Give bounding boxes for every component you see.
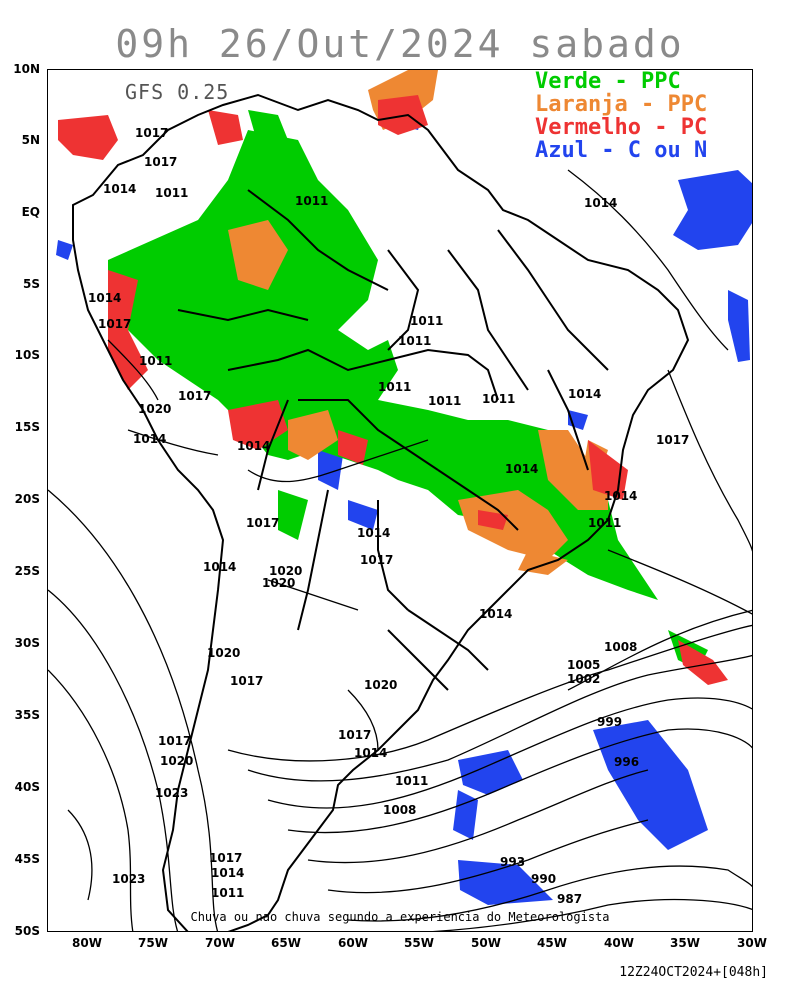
lat-label: 25S <box>14 564 40 578</box>
lon-label: 70W <box>205 936 235 950</box>
isobar-label: 1017 <box>178 389 212 403</box>
isobar-label: 1014 <box>604 489 638 503</box>
lon-label: 55W <box>404 936 434 950</box>
isobar-label: 1017 <box>135 126 169 140</box>
isobar-label: 1020 <box>160 754 194 768</box>
lon-label: 30W <box>737 936 767 950</box>
lat-label: 10S <box>14 348 40 362</box>
isobar-label: 1011 <box>395 774 429 788</box>
lon-label: 35W <box>670 936 700 950</box>
isobar-label: 1011 <box>398 334 432 348</box>
footer-note: Chuva ou nao chuva segundo a experiencia… <box>190 910 610 924</box>
lat-label: 30S <box>14 636 40 650</box>
isobar-label: 1014 <box>237 439 271 453</box>
isobar-label: 1014 <box>211 866 245 880</box>
lon-label: 45W <box>537 936 567 950</box>
isobar-label: 1014 <box>103 182 137 196</box>
orange-areas <box>228 70 608 575</box>
isobar-label: 1011 <box>155 186 189 200</box>
isobar-label: 1017 <box>338 728 372 742</box>
isobars <box>48 169 752 931</box>
legend-green: Verde - PPC <box>535 69 681 94</box>
isobar-label: 1017 <box>158 734 192 748</box>
isobar-label: 1017 <box>144 155 178 169</box>
isobar-label: 1011 <box>139 354 173 368</box>
lon-label: 40W <box>604 936 634 950</box>
isobar-label: 1017 <box>209 851 243 865</box>
isobar-label: 1014 <box>354 746 388 760</box>
legend-blue: Azul - C ou N <box>535 138 708 163</box>
isobar-label: 996 <box>614 755 640 769</box>
lon-label: 50W <box>471 936 501 950</box>
isobar-label: 999 <box>597 715 623 729</box>
lon-label: 60W <box>338 936 368 950</box>
isobar-label: 1023 <box>112 872 146 886</box>
lat-label: 5N <box>21 133 40 147</box>
map-canvas <box>48 70 752 931</box>
lon-label: 80W <box>72 936 102 950</box>
isobar-label: 1014 <box>584 196 618 210</box>
legend-orange: Laranja - PPC <box>535 92 708 117</box>
run-stamp: 12Z24OCT2024+[048h] <box>619 965 768 980</box>
isobar-label: 1011 <box>211 886 245 900</box>
isobar-label: 1020 <box>207 646 241 660</box>
isobar-label: 1014 <box>568 387 602 401</box>
isobar-label: 1014 <box>479 607 513 621</box>
isobar-label: 1023 <box>155 786 189 800</box>
lon-label: 65W <box>271 936 301 950</box>
lat-label: EQ <box>21 205 40 219</box>
lat-label: 40S <box>14 780 40 794</box>
isobar-label: 1017 <box>230 674 264 688</box>
lat-label: 20S <box>14 492 40 506</box>
lat-label: 10N <box>13 62 40 76</box>
isobar-label: 1017 <box>360 553 394 567</box>
isobar-label: 1002 <box>567 672 601 686</box>
isobar-label: 1020 <box>262 576 296 590</box>
isobar-label: 1008 <box>383 803 417 817</box>
isobar-label: 1017 <box>656 433 690 447</box>
isobar-label: 1011 <box>588 516 622 530</box>
isobar-label: 1005 <box>567 658 601 672</box>
isobar-label: 1017 <box>246 516 280 530</box>
isobar-label: 993 <box>500 855 526 869</box>
isobar-label: 1020 <box>364 678 398 692</box>
blue-areas <box>56 110 752 905</box>
isobar-label: 987 <box>557 892 583 906</box>
isobar-label: 990 <box>531 872 557 886</box>
isobar-label: 1014 <box>133 432 167 446</box>
model-label: GFS 0.25 <box>125 80 230 104</box>
isobar-label: 1014 <box>505 462 539 476</box>
isobar-label: 1014 <box>203 560 237 574</box>
isobar-label: 1014 <box>88 291 122 305</box>
isobar-label: 1014 <box>357 526 391 540</box>
isobar-label: 1011 <box>428 394 462 408</box>
map-title: 09h 26/Out/2024 sabado <box>115 22 685 66</box>
lat-label: 50S <box>14 924 40 938</box>
isobar-label: 1008 <box>604 640 638 654</box>
isobar-label: 1011 <box>295 194 329 208</box>
borders <box>72 93 690 931</box>
isobar-label: 1020 <box>138 402 172 416</box>
lat-label: 45S <box>14 852 40 866</box>
isobar-label: 1011 <box>378 380 412 394</box>
lat-label: 15S <box>14 420 40 434</box>
isobar-label: 1011 <box>410 314 444 328</box>
legend: Verde - PPC Laranja - PPC Vermelho - PC … <box>535 70 707 162</box>
isobar-label: 1020 <box>269 564 303 578</box>
isobar-label: 1017 <box>98 317 132 331</box>
legend-red: Vermelho - PC <box>535 115 708 140</box>
lat-label: 5S <box>23 277 40 291</box>
lon-label: 75W <box>138 936 168 950</box>
lat-label: 35S <box>14 708 40 722</box>
forecast-map <box>47 69 753 932</box>
isobar-label: 1011 <box>482 392 516 406</box>
